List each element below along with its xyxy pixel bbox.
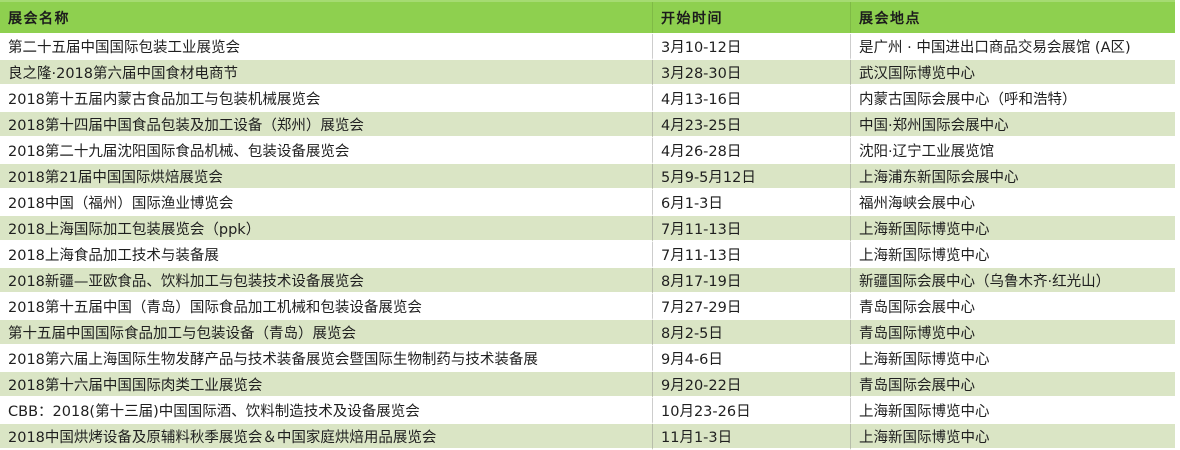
cell-location: 青岛国际博览中心 bbox=[851, 320, 1175, 346]
cell-exhibition-name: 2018上海国际加工包装展览会（ppk） bbox=[0, 216, 653, 242]
cell-start-date: 10月23-26日 bbox=[653, 398, 851, 424]
cell-location: 上海新国际博览中心 bbox=[851, 242, 1175, 268]
cell-start-date: 4月26-28日 bbox=[653, 138, 851, 164]
cell-start-date: 9月20-22日 bbox=[653, 372, 851, 398]
cell-exhibition-name: 2018第十六届中国国际肉类工业展览会 bbox=[0, 372, 653, 398]
cell-exhibition-name: 2018第21届中国国际烘焙展览会 bbox=[0, 164, 653, 190]
table-row: 2018第二十九届沈阳国际食品机械、包装设备展览会 4月26-28日 沈阳·辽宁工业… bbox=[0, 138, 1175, 164]
cell-start-date: 4月13-16日 bbox=[653, 86, 851, 112]
table-row: 2018第21届中国国际烘焙展览会 5月9-5月12日 上海浦东新国际会展中心 bbox=[0, 164, 1175, 190]
table-row: 2018中国（福州）国际渔业博览会 6月1-3日 福州海峡会展中心 bbox=[0, 190, 1175, 216]
cell-exhibition-name: CBB：2018(第十三届)中国国际酒、饮料制造技术及设备展览会 bbox=[0, 398, 653, 424]
cell-start-date: 8月2-5日 bbox=[653, 320, 851, 346]
cell-start-date: 3月10-12日 bbox=[653, 34, 851, 60]
cell-exhibition-name: 2018第十五届内蒙古食品加工与包装机械展览会 bbox=[0, 86, 653, 112]
cell-location: 中国·郑州国际会展中心 bbox=[851, 112, 1175, 138]
cell-exhibition-name: 2018新疆—亚欧食品、饮料加工与包装技术设备展览会 bbox=[0, 268, 653, 294]
table-row: 2018第十四届中国食品包装及加工设备（郑州）展览会 4月23-25日 中国·郑州国… bbox=[0, 112, 1175, 138]
cell-exhibition-name: 2018中国（福州）国际渔业博览会 bbox=[0, 190, 653, 216]
table-body: 第二十五届中国国际包装工业展览会 3月10-12日 是广州 · 中国进出口商品交易会… bbox=[0, 34, 1175, 450]
table-row: CBB：2018(第十三届)中国国际酒、饮料制造技术及设备展览会 10月23-26… bbox=[0, 398, 1175, 424]
cell-exhibition-name: 2018第六届上海国际生物发酵产品与技术装备展览会暨国际生物制药与技术装备展 bbox=[0, 346, 653, 372]
cell-location: 内蒙古国际会展中心（呼和浩特） bbox=[851, 86, 1175, 112]
cell-exhibition-name: 2018第二十九届沈阳国际食品机械、包装设备展览会 bbox=[0, 138, 653, 164]
column-header-exhibition-name: 展会名称 bbox=[0, 2, 653, 33]
cell-start-date: 4月23-25日 bbox=[653, 112, 851, 138]
cell-exhibition-name: 第十五届中国国际食品加工与包装设备（青岛）展览会 bbox=[0, 320, 653, 346]
column-header-start-date: 开始时间 bbox=[653, 2, 851, 33]
cell-exhibition-name: 2018第十四届中国食品包装及加工设备（郑州）展览会 bbox=[0, 112, 653, 138]
cell-start-date: 3月28-30日 bbox=[653, 60, 851, 86]
cell-location: 武汉国际博览中心 bbox=[851, 60, 1175, 86]
cell-location: 上海新国际博览中心 bbox=[851, 424, 1175, 450]
table-row: 2018第十五届内蒙古食品加工与包装机械展览会 4月13-16日 内蒙古国际会展中心… bbox=[0, 86, 1175, 112]
cell-location: 新疆国际会展中心（乌鲁木齐·红光山） bbox=[851, 268, 1175, 294]
cell-location: 是广州 · 中国进出口商品交易会展馆 (A区) bbox=[851, 34, 1175, 60]
column-header-location: 展会地点 bbox=[859, 10, 921, 27]
table-row: 良之隆·2018第六届中国食材电商节 3月28-30日 武汉国际博览中心 bbox=[0, 60, 1175, 86]
cell-exhibition-name: 2018第十五届中国（青岛）国际食品加工机械和包装设备展览会 bbox=[0, 294, 653, 320]
cell-start-date: 11月1-3日 bbox=[653, 424, 851, 450]
cell-start-date: 7月11-13日 bbox=[653, 242, 851, 268]
table-row: 2018上海国际加工包装展览会（ppk） 7月11-13日 上海新国际博览中心 bbox=[0, 216, 1175, 242]
table-header-row: 展会名称 开始时间 展会地点 bbox=[0, 0, 1175, 34]
table-row: 2018第十五届中国（青岛）国际食品加工机械和包装设备展览会 7月27-29日 青岛… bbox=[0, 294, 1175, 320]
table-row: 2018中国烘烤设备及原辅料秋季展览会＆中国家庭烘焙用品展览会 11月1-3日 上海… bbox=[0, 424, 1175, 450]
table-row: 第十五届中国国际食品加工与包装设备（青岛）展览会 8月2-5日 青岛国际博览中心 bbox=[0, 320, 1175, 346]
table-row: 2018第六届上海国际生物发酵产品与技术装备展览会暨国际生物制药与技术装备展 9月… bbox=[0, 346, 1175, 372]
cell-exhibition-name: 2018中国烘烤设备及原辅料秋季展览会＆中国家庭烘焙用品展览会 bbox=[0, 424, 653, 450]
cell-exhibition-name: 第二十五届中国国际包装工业展览会 bbox=[0, 34, 653, 60]
table-row: 2018第十六届中国国际肉类工业展览会 9月20-22日 青岛国际会展中心 bbox=[0, 372, 1175, 398]
cell-location: 上海新国际博览中心 bbox=[851, 398, 1175, 424]
cell-location: 青岛国际会展中心 bbox=[851, 294, 1175, 320]
table-row: 2018新疆—亚欧食品、饮料加工与包装技术设备展览会 8月17-19日 新疆国际会展… bbox=[0, 268, 1175, 294]
cell-location: 福州海峡会展中心 bbox=[851, 190, 1175, 216]
table-row: 第二十五届中国国际包装工业展览会 3月10-12日 是广州 · 中国进出口商品交易会… bbox=[0, 34, 1175, 60]
cell-start-date: 5月9-5月12日 bbox=[653, 164, 851, 190]
cell-start-date: 7月11-13日 bbox=[653, 216, 851, 242]
cell-start-date: 9月4-6日 bbox=[653, 346, 851, 372]
cell-location: 上海新国际博览中心 bbox=[851, 216, 1175, 242]
cell-location: 青岛国际会展中心 bbox=[851, 372, 1175, 398]
cell-start-date: 7月27-29日 bbox=[653, 294, 851, 320]
cell-exhibition-name: 2018上海食品加工技术与装备展 bbox=[0, 242, 653, 268]
cell-start-date: 6月1-3日 bbox=[653, 190, 851, 216]
table-row: 2018上海食品加工技术与装备展 7月11-13日 上海新国际博览中心 bbox=[0, 242, 1175, 268]
cell-exhibition-name: 良之隆·2018第六届中国食材电商节 bbox=[0, 60, 653, 86]
cell-location: 沈阳·辽宁工业展览馆 bbox=[851, 138, 1175, 164]
cell-location: 上海新国际博览中心 bbox=[851, 346, 1175, 372]
cell-start-date: 8月17-19日 bbox=[653, 268, 851, 294]
cell-location: 上海浦东新国际会展中心 bbox=[851, 164, 1175, 190]
